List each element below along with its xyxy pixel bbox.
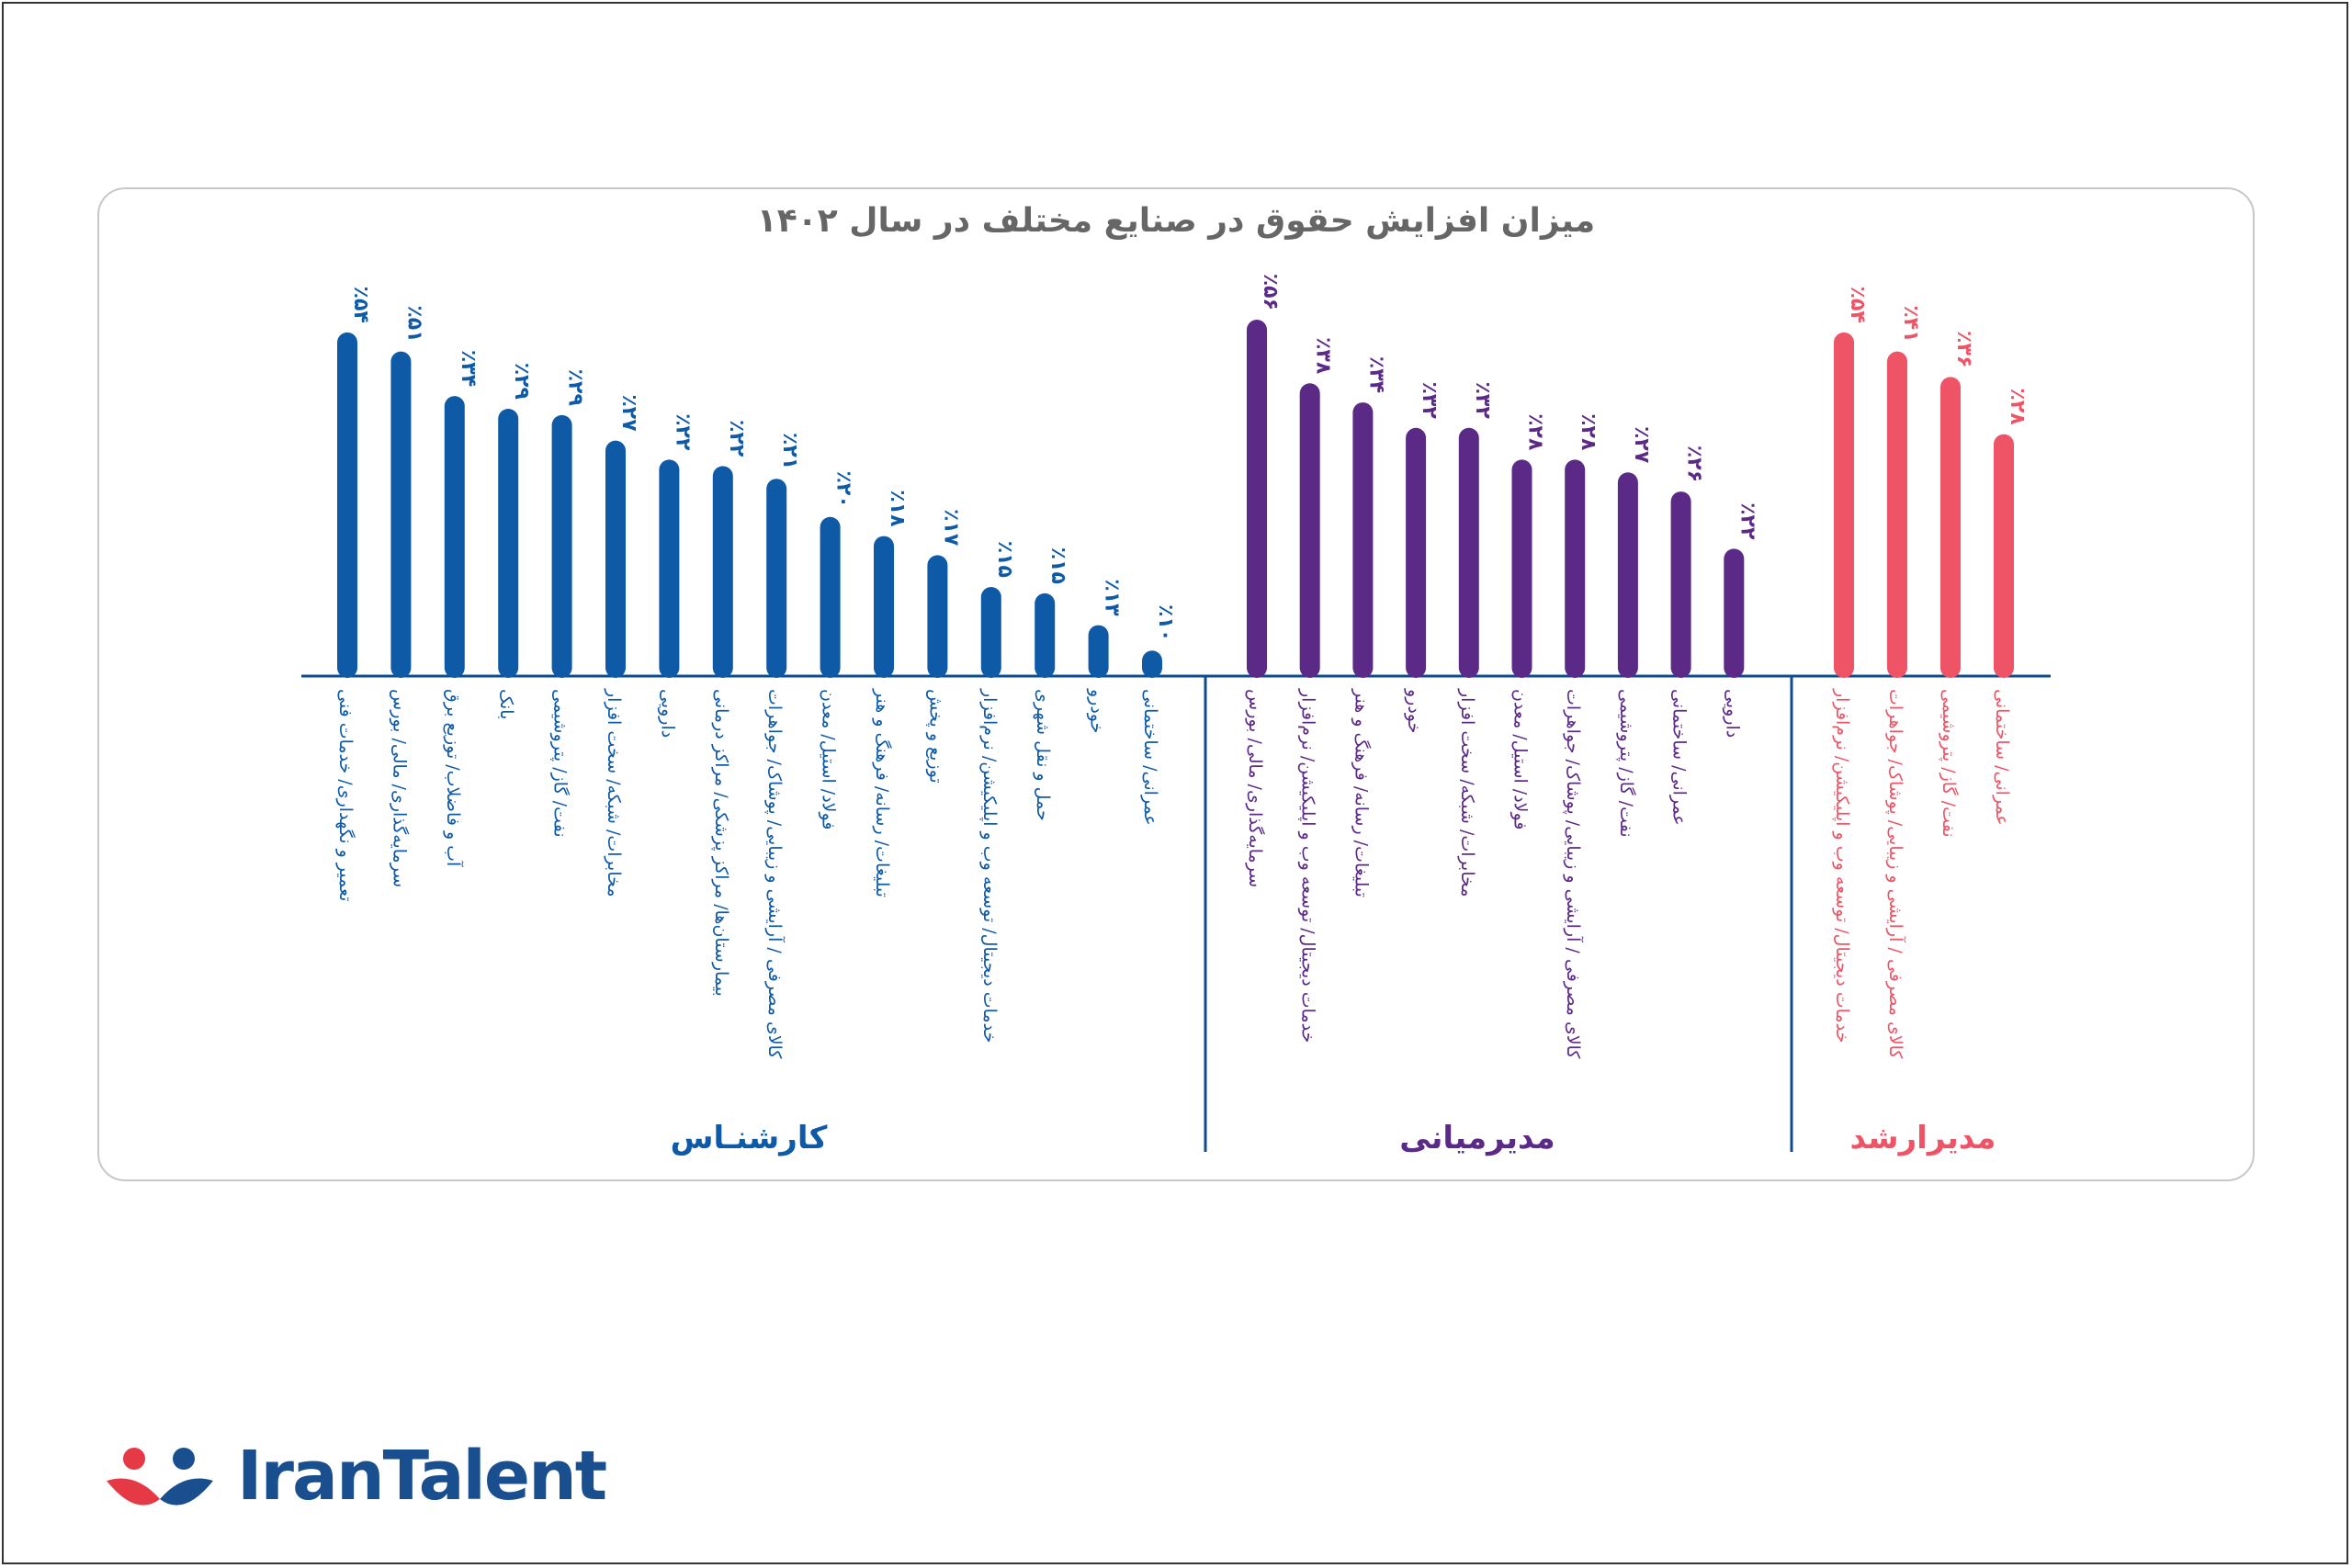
data-label: ٪۲۸: [1524, 413, 1547, 451]
bar: [337, 332, 357, 678]
category-label: تبلیغات/ رسانه/ فرهنگ و هنر: [1351, 688, 1371, 897]
bar: [1994, 434, 2014, 678]
category-label: عمرانی/ ساختمانی: [1140, 689, 1160, 826]
chart-title: میزان افزایش حقوق در صنایع مختلف در سال …: [756, 202, 1596, 240]
category-label: آب و فاضلاب/ توزیع برق: [443, 689, 465, 867]
category-label: فولاد/ استیل/ معدن: [819, 689, 839, 829]
bar: [766, 479, 787, 678]
category-label: خودرو: [1087, 688, 1107, 733]
bar: [1142, 650, 1162, 678]
bar: [820, 516, 841, 678]
data-label: ٪۵۴: [1846, 287, 1869, 323]
data-label: ٪۲۲: [671, 413, 694, 451]
category-label: مخابرات/ شبکه/ سخت افزار: [604, 688, 624, 897]
data-label: ٪۳۴: [1364, 356, 1387, 393]
bar: [444, 396, 465, 678]
category-label: حمل و نقل شهری: [1033, 689, 1053, 821]
bar: [1617, 472, 1638, 678]
group-name: کارشنـاس: [671, 1120, 828, 1156]
category-label: سرمایه‌گذاری/ مالی/ بورس: [389, 689, 410, 887]
data-label: ٪۲۹: [564, 369, 587, 406]
category-label: تعمیر و نگهداری/ خدمات فنی: [335, 689, 356, 901]
bar: [1834, 332, 1854, 678]
bar: [1940, 377, 1961, 678]
bar: [1670, 491, 1691, 678]
bar: [1724, 548, 1745, 678]
category-label: دارویی: [657, 689, 677, 738]
data-label: ٪۳۶: [1952, 331, 1975, 367]
bar: [605, 440, 626, 678]
bar: [1565, 459, 1586, 678]
data-label: ٪۴۱: [1899, 305, 1922, 342]
bar: [712, 466, 733, 678]
bar: [1247, 320, 1267, 678]
category-label: خدمات دیجیتال/ توسعه وب و اپلیکیشن/ نرم‌…: [1298, 688, 1318, 1043]
data-label: ٪۲۶: [1683, 446, 1706, 482]
category-label: کالای مصرفی / آرایشی و زیبایی/ پوشاک/ جو…: [764, 689, 786, 1059]
category-label: نفت/ گاز/ پتروشیمی: [1939, 689, 1960, 838]
bar: [1511, 459, 1532, 678]
data-label: ٪۲۷: [617, 394, 640, 432]
category-label: نفت/ گاز/ پتروشیمی: [1616, 689, 1637, 838]
bar: [1458, 427, 1479, 678]
irantalent-logo: IranTalent: [99, 1433, 607, 1525]
bar: [1299, 383, 1320, 678]
category-label: عمرانی/ ساختمانی: [1992, 689, 2012, 826]
people-logo-icon: [107, 1448, 213, 1506]
data-label: ٪۵۴: [349, 287, 372, 323]
group-name: مدیرارشد: [1850, 1120, 1996, 1156]
category-label: بانک: [496, 689, 516, 719]
bar: [659, 459, 680, 678]
bar: [390, 351, 412, 678]
bar: [1088, 625, 1109, 678]
data-label: ٪۳۲: [1471, 381, 1494, 419]
category-label: فولاد/ استیل/ معدن: [1510, 689, 1531, 829]
category-label: نفت/ گاز/ پتروشیمی: [550, 689, 571, 838]
bar: [498, 409, 519, 678]
bar: [1406, 427, 1427, 678]
category-label: تبلیغات/ رسانه/ فرهنگ و هنر: [872, 688, 892, 897]
data-label: ٪۵۶: [1259, 274, 1282, 310]
category-label: سرمایه‌گذاری/ مالی/ بورس: [1245, 689, 1266, 887]
category-label: عمرانی/ ساختمانی: [1669, 689, 1690, 826]
category-label: مخابرات/ شبکه/ سخت افزار: [1457, 688, 1477, 897]
data-label: ٪۱۸: [886, 490, 909, 527]
category-label: کالای مصرفی / آرایشی و زیبایی/ پوشاک/ جو…: [1563, 689, 1585, 1059]
bar: [874, 536, 894, 678]
category-label: خدمات دیجیتال/ توسعه وب و اپلیکیشن/ نرم‌…: [979, 688, 1000, 1043]
data-label: ٪۲۹: [510, 363, 533, 400]
category-label: توزیع و پخش: [925, 689, 945, 784]
data-label: ٪۱۵: [993, 541, 1016, 578]
data-label: ٪۲۷: [1630, 426, 1653, 464]
data-label: ٪۲۲: [1736, 502, 1758, 540]
data-label: ٪۳۲: [1418, 381, 1441, 419]
data-label: ٪۲۰: [832, 470, 855, 507]
data-label: ٪۲۸: [2006, 388, 2029, 425]
data-label: ٪۱۷: [939, 509, 962, 547]
category-label: خدمات دیجیتال/ توسعه وب و اپلیکیشن/ نرم‌…: [1832, 688, 1852, 1043]
group-name: مدیرمیانی: [1399, 1120, 1555, 1156]
data-label: ٪۵۱: [402, 305, 425, 342]
data-label: ٪۲۱: [778, 433, 801, 469]
bar: [1035, 592, 1056, 678]
logo-wordmark: IranTalent: [237, 1437, 607, 1516]
category-label: دارویی: [1722, 689, 1742, 738]
category-label: کالای مصرفی / آرایشی و زیبایی/ پوشاک/ جو…: [1885, 689, 1907, 1059]
category-label: بیمارستان‌ها/ مراکز پزشکی/ مراکز درمانی: [711, 689, 731, 997]
bar: [1352, 402, 1374, 678]
bar: [551, 414, 572, 678]
data-label: ٪۱۵: [1046, 547, 1069, 584]
category-label: خودرو: [1404, 688, 1424, 733]
data-label: ٪۲۸: [1577, 413, 1600, 451]
data-label: ٪۳۸: [1312, 337, 1335, 375]
bar: [980, 587, 1001, 678]
bar: [1887, 351, 1907, 678]
data-label: ٪۱۳: [1101, 579, 1124, 616]
data-label: ٪۳۴: [457, 350, 480, 387]
data-label: ٪۱۰: [1154, 604, 1177, 641]
bar: [927, 555, 948, 678]
data-label: ٪۲۲: [725, 420, 748, 457]
